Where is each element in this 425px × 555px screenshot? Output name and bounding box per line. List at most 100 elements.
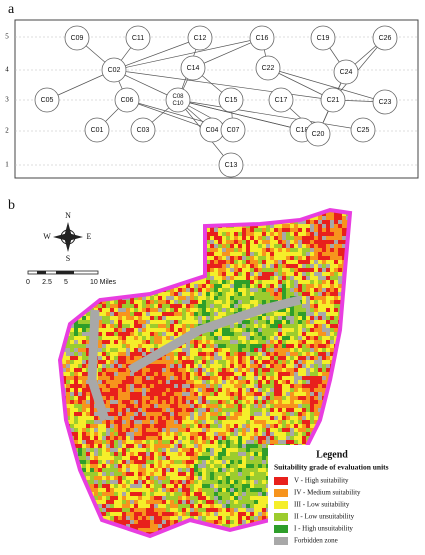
map-cell [190, 468, 194, 472]
map-cell [222, 456, 226, 460]
map-cell [182, 436, 186, 440]
node-label: C24 [340, 69, 353, 76]
map-cell [214, 400, 218, 404]
map-cell [102, 424, 106, 428]
map-cell [250, 332, 254, 336]
map-cell [178, 264, 182, 268]
map-cell [246, 460, 250, 464]
map-cell [302, 368, 306, 372]
map-cell [162, 404, 166, 408]
map-cell [142, 324, 146, 328]
map-cell [166, 384, 170, 388]
map-cell [330, 228, 334, 232]
map-cell [346, 360, 350, 364]
map-cell [270, 340, 274, 344]
map-cell [126, 320, 130, 324]
map-cell [210, 240, 214, 244]
map-cell [314, 356, 318, 360]
map-cell [290, 252, 294, 256]
map-cell [234, 364, 238, 368]
map-cell [162, 416, 166, 420]
map-cell [202, 404, 206, 408]
map-cell [262, 212, 266, 216]
map-cell [114, 304, 118, 308]
map-cell [250, 352, 254, 356]
map-cell [310, 232, 314, 236]
map-cell [190, 292, 194, 296]
map-cell [98, 208, 102, 212]
map-cell [270, 324, 274, 328]
map-cell [122, 364, 126, 368]
map-cell [186, 468, 190, 472]
map-cell [182, 356, 186, 360]
map-cell [182, 304, 186, 308]
map-cell [254, 208, 258, 212]
map-cell [274, 244, 278, 248]
map-cell [266, 288, 270, 292]
map-cell [198, 292, 202, 296]
map-cell [102, 344, 106, 348]
map-cell [110, 440, 114, 444]
map-cell [242, 396, 246, 400]
map-cell [106, 316, 110, 320]
map-cell [238, 384, 242, 388]
map-cell [126, 352, 130, 356]
map-cell [290, 412, 294, 416]
map-cell [162, 440, 166, 444]
map-cell [58, 316, 62, 320]
map-cell [330, 404, 334, 408]
map-cell [82, 356, 86, 360]
map-cell [306, 288, 310, 292]
map-cell [326, 308, 330, 312]
map-cell [78, 208, 82, 212]
node-label: C20 [312, 131, 325, 138]
map-cell [218, 356, 222, 360]
map-cell [290, 388, 294, 392]
map-cell [222, 212, 226, 216]
map-cell [118, 380, 122, 384]
map-cell [130, 388, 134, 392]
map-cell [210, 384, 214, 388]
map-cell [258, 356, 262, 360]
map-cell [142, 416, 146, 420]
map-cell [178, 360, 182, 364]
map-cell [82, 208, 86, 212]
map-cell [210, 284, 214, 288]
map-cell [330, 440, 334, 444]
map-cell [202, 300, 206, 304]
map-cell [138, 404, 142, 408]
map-cell [134, 312, 138, 316]
map-cell [170, 272, 174, 276]
map-cell [338, 360, 342, 364]
map-cell [70, 356, 74, 360]
map-cell [118, 244, 122, 248]
map-cell [86, 464, 90, 468]
map-cell [278, 360, 282, 364]
map-cell [186, 456, 190, 460]
map-cell [254, 360, 258, 364]
map-cell [230, 296, 234, 300]
map-cell [202, 344, 206, 348]
map-cell [290, 384, 294, 388]
map-cell [78, 248, 82, 252]
map-cell [246, 212, 250, 216]
map-cell [266, 340, 270, 344]
map-cell [126, 336, 130, 340]
map-cell [294, 260, 298, 264]
map-cell [222, 276, 226, 280]
map-cell [130, 236, 134, 240]
map-cell [158, 396, 162, 400]
map-cell [334, 428, 338, 432]
map-cell [326, 316, 330, 320]
map-cell [342, 360, 346, 364]
map-cell [350, 312, 354, 316]
map-cell [98, 248, 102, 252]
map-cell [102, 468, 106, 472]
map-cell [146, 456, 150, 460]
map-cell [142, 224, 146, 228]
map-cell [122, 416, 126, 420]
map-cell [78, 372, 82, 376]
map-cell [170, 440, 174, 444]
map-cell [102, 248, 106, 252]
map-cell [342, 324, 346, 328]
